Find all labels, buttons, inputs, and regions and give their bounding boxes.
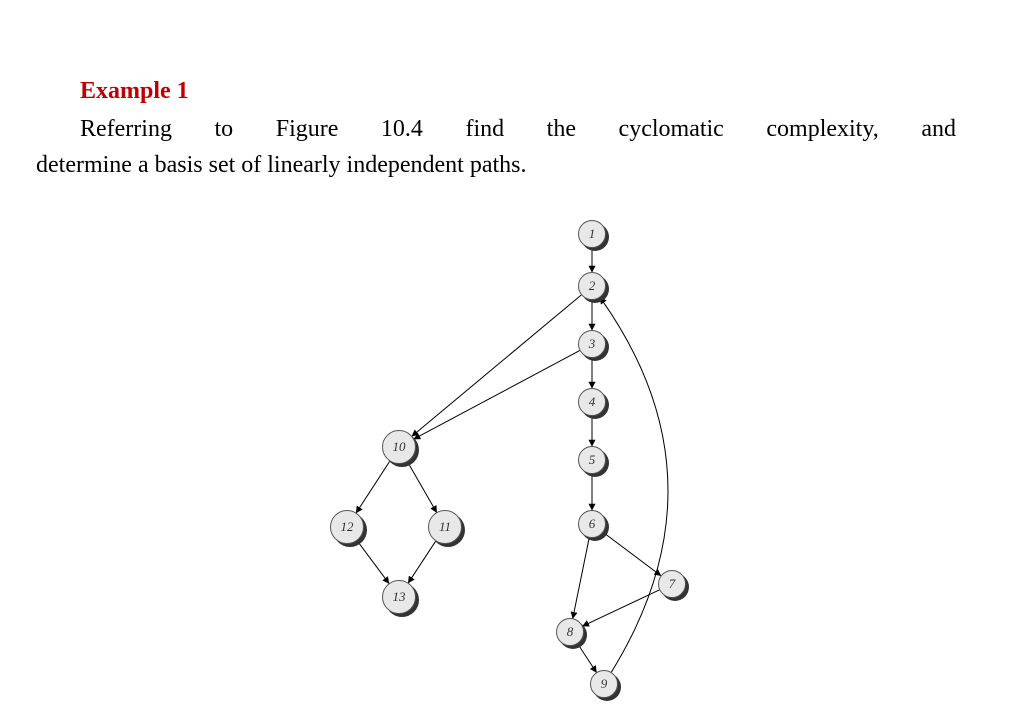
node-6: 6 bbox=[578, 510, 606, 538]
node-label-2: 2 bbox=[589, 278, 596, 294]
node-2: 2 bbox=[578, 272, 606, 300]
node-label-11: 11 bbox=[439, 519, 451, 535]
edge-3-10 bbox=[414, 351, 580, 439]
edge-9-2 bbox=[600, 297, 668, 672]
node-12: 12 bbox=[330, 510, 364, 544]
flow-graph: 12345678910111213 bbox=[280, 200, 780, 720]
edge-12-13 bbox=[357, 541, 389, 584]
edge-10-11 bbox=[407, 462, 436, 513]
node-label-7: 7 bbox=[669, 576, 676, 592]
edge-6-8 bbox=[573, 538, 589, 619]
edge-11-13 bbox=[408, 541, 435, 583]
node-4: 4 bbox=[578, 388, 606, 416]
node-9: 9 bbox=[590, 670, 618, 698]
node-label-10: 10 bbox=[393, 439, 406, 455]
edge-10-12 bbox=[356, 461, 389, 512]
node-label-6: 6 bbox=[589, 516, 596, 532]
paragraph-line-2: determine a basis set of linearly indepe… bbox=[36, 152, 527, 179]
paragraph-line-1: Referring to Figure 10.4 find the cyclom… bbox=[80, 116, 956, 143]
node-label-9: 9 bbox=[601, 676, 608, 692]
node-label-4: 4 bbox=[589, 394, 596, 410]
node-8: 8 bbox=[556, 618, 584, 646]
edge-8-9 bbox=[578, 644, 597, 673]
node-label-3: 3 bbox=[589, 336, 596, 352]
node-5: 5 bbox=[578, 446, 606, 474]
node-1: 1 bbox=[578, 220, 606, 248]
node-13: 13 bbox=[382, 580, 416, 614]
edge-2-10 bbox=[412, 295, 581, 436]
node-label-8: 8 bbox=[567, 624, 574, 640]
graph-edges bbox=[280, 200, 780, 720]
node-label-1: 1 bbox=[589, 226, 596, 242]
node-11: 11 bbox=[428, 510, 462, 544]
node-label-5: 5 bbox=[589, 452, 596, 468]
node-label-12: 12 bbox=[341, 519, 354, 535]
paragraph-line-1-text: Referring to Figure 10.4 find the cyclom… bbox=[80, 116, 956, 142]
node-10: 10 bbox=[382, 430, 416, 464]
example-heading: Example 1 bbox=[80, 78, 189, 105]
node-label-13: 13 bbox=[393, 589, 406, 605]
edge-7-8 bbox=[583, 590, 660, 626]
node-7: 7 bbox=[658, 570, 686, 598]
paragraph-line-2-text: determine a basis set of linearly indepe… bbox=[36, 152, 527, 178]
edge-6-7 bbox=[603, 532, 661, 575]
node-3: 3 bbox=[578, 330, 606, 358]
heading-text: Example 1 bbox=[80, 78, 189, 104]
